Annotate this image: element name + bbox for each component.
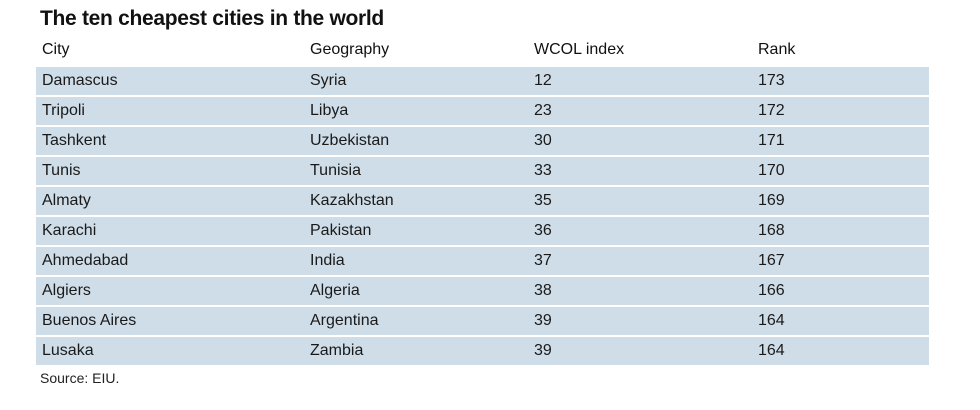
- cell-wcol-index: 30: [528, 125, 752, 156]
- cell-wcol-index: 35: [528, 185, 752, 216]
- table-body: Damascus Syria 12 173 Tripoli Libya 23 172 Tashk…: [36, 65, 929, 365]
- cell-rank: 166: [752, 275, 929, 306]
- cell-city: Tashkent: [36, 125, 304, 156]
- header-geography: Geography: [310, 40, 390, 58]
- cell-city: Buenos Aires: [36, 305, 304, 336]
- source-note: Source: EIU.: [40, 370, 120, 386]
- header-wcol-index: WCOL index: [534, 40, 625, 58]
- cell-rank: 173: [752, 65, 929, 96]
- cell-geography: Tunisia: [304, 155, 528, 186]
- cell-wcol-index: 36: [528, 215, 752, 246]
- cell-geography: Pakistan: [304, 215, 528, 246]
- cell-wcol-index: 39: [528, 335, 752, 365]
- chart-title: The ten cheapest cities in the world: [40, 7, 384, 30]
- table-row: Tunis Tunisia 33 170: [36, 155, 929, 186]
- cell-rank: 164: [752, 335, 929, 365]
- cell-rank: 172: [752, 95, 929, 126]
- header-rank: Rank: [758, 40, 796, 58]
- cell-geography: Argentina: [304, 305, 528, 336]
- cell-city: Algiers: [36, 275, 304, 306]
- cell-wcol-index: 23: [528, 95, 752, 126]
- data-table: City Geography WCOL index Rank Damascus S…: [36, 34, 929, 365]
- cell-geography: Algeria: [304, 275, 528, 306]
- cell-rank: 170: [752, 155, 929, 186]
- table-row: Algiers Algeria 38 166: [36, 275, 929, 306]
- table-row: Buenos Aires Argentina 39 164: [36, 305, 929, 336]
- cell-city: Almaty: [36, 185, 304, 216]
- cell-city: Tunis: [36, 155, 304, 186]
- cell-rank: 169: [752, 185, 929, 216]
- table-row: Damascus Syria 12 173: [36, 65, 929, 96]
- table-header-row: City Geography WCOL index Rank: [36, 34, 929, 66]
- table-row: Ahmedabad India 37 167: [36, 245, 929, 276]
- cell-geography: Libya: [304, 95, 528, 126]
- header-city: City: [42, 40, 70, 58]
- table-row: Tashkent Uzbekistan 30 171: [36, 125, 929, 156]
- cell-city: Ahmedabad: [36, 245, 304, 276]
- cell-wcol-index: 39: [528, 305, 752, 336]
- cell-rank: 171: [752, 125, 929, 156]
- cell-city: Damascus: [36, 65, 304, 96]
- table-row: Tripoli Libya 23 172: [36, 95, 929, 126]
- cell-geography: Uzbekistan: [304, 125, 528, 156]
- cell-city: Lusaka: [36, 335, 304, 365]
- cell-rank: 164: [752, 305, 929, 336]
- table-row: Almaty Kazakhstan 35 169: [36, 185, 929, 216]
- cell-geography: India: [304, 245, 528, 276]
- cell-rank: 167: [752, 245, 929, 276]
- cell-wcol-index: 37: [528, 245, 752, 276]
- cell-geography: Syria: [304, 65, 528, 96]
- cell-wcol-index: 33: [528, 155, 752, 186]
- cell-city: Tripoli: [36, 95, 304, 126]
- table-row: Lusaka Zambia 39 164: [36, 335, 929, 365]
- cell-rank: 168: [752, 215, 929, 246]
- cell-geography: Zambia: [304, 335, 528, 365]
- cell-geography: Kazakhstan: [304, 185, 528, 216]
- cell-city: Karachi: [36, 215, 304, 246]
- cell-wcol-index: 12: [528, 65, 752, 96]
- table-row: Karachi Pakistan 36 168: [36, 215, 929, 246]
- cell-wcol-index: 38: [528, 275, 752, 306]
